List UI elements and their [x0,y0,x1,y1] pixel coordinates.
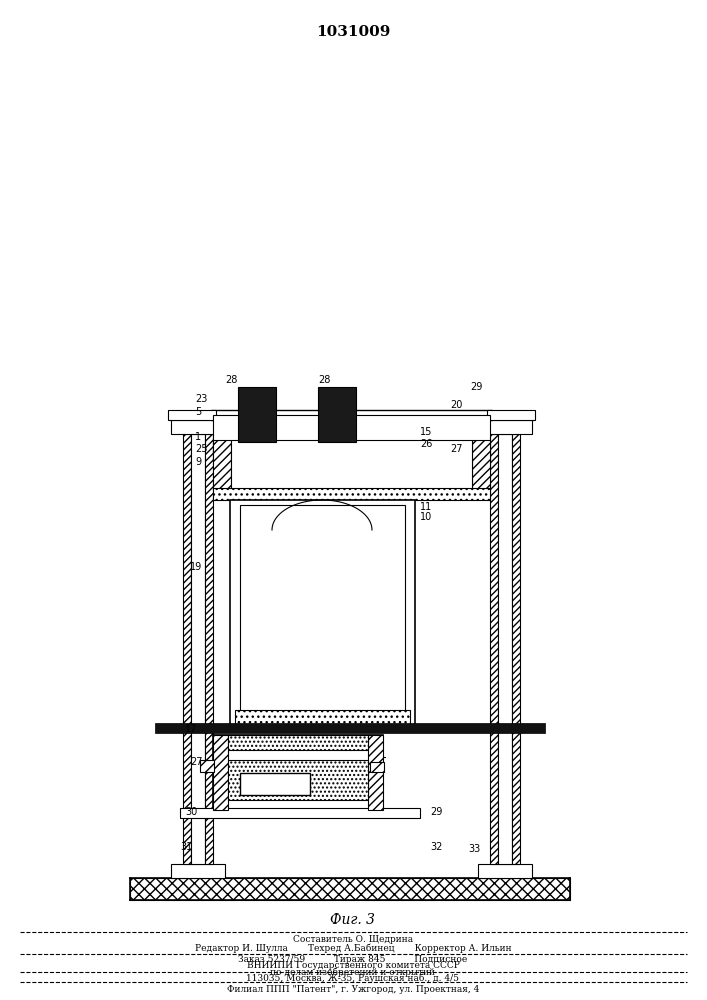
Text: Редактор И. Шулла       Техред А.Бабинец       Корректор А. Ильин: Редактор И. Шулла Техред А.Бабинец Корре… [194,943,511,953]
Text: Заказ 5237/59          Тираж 845          Подписное: Заказ 5237/59 Тираж 845 Подписное [238,956,467,964]
Bar [213,735,228,810]
Bar [228,735,368,750]
Bar [318,387,356,442]
Text: 9: 9 [195,457,201,467]
Bar [240,773,310,795]
Text: 5: 5 [195,407,201,417]
Text: 29: 29 [470,382,482,392]
Bar [168,410,216,420]
Text: H₁: H₁ [325,550,336,560]
Bar [171,864,225,878]
Text: Филиал ППП "Патент", г. Ужгород, ул. Проектная, 4: Филиал ППП "Патент", г. Ужгород, ул. Про… [227,984,479,994]
Text: 25: 25 [195,444,207,454]
Bar [213,415,490,460]
Bar [213,488,490,500]
Bar [478,420,532,434]
Text: 113035, Москва, Ж-35, Раушская наб., д. 4/5: 113035, Москва, Ж-35, Раушская наб., д. … [247,973,460,983]
Text: 27: 27 [450,444,462,454]
Bar [130,878,570,900]
Text: 32: 32 [430,842,443,852]
Text: 26: 26 [420,439,433,449]
Text: 27: 27 [190,757,202,767]
Bar [211,410,492,420]
Text: ВНИИПИ Государственного комитета СССР: ВНИИПИ Государственного комитета СССР [247,962,460,970]
Text: 30: 30 [185,807,197,817]
Bar [487,410,535,420]
Text: H₁: H₁ [289,550,300,560]
Text: 15: 15 [420,427,433,437]
Text: 33: 33 [468,844,480,854]
Text: 17: 17 [185,724,197,734]
Text: M₁: M₁ [249,565,261,575]
Text: 28: 28 [318,375,330,385]
Bar [512,434,520,864]
Text: 1031009: 1031009 [316,25,390,39]
Bar [183,434,191,864]
Bar [205,434,213,864]
Bar [155,723,545,733]
Text: 20: 20 [450,400,462,410]
Text: 28: 28 [225,375,238,385]
Text: 31: 31 [180,842,192,852]
Bar [240,505,405,720]
Bar [213,440,231,490]
Text: по делам изобретений и открытий: по делам изобретений и открытий [271,967,436,977]
Bar [213,735,383,810]
Bar [478,864,532,878]
Bar [171,420,225,434]
Text: Составитель О. Щедрина: Составитель О. Щедрина [293,936,413,944]
Text: 10: 10 [420,512,432,522]
Text: 11: 11 [420,502,432,512]
Bar [238,387,276,442]
Bar [368,735,383,810]
Text: 19: 19 [190,562,202,572]
Text: Фиг. 3: Фиг. 3 [330,913,375,927]
Text: 23: 23 [195,394,207,404]
Bar [228,760,368,800]
Bar [370,762,384,772]
Bar [191,434,205,864]
Bar [498,434,512,864]
Bar [200,760,214,772]
Text: 29: 29 [430,807,443,817]
Bar [180,808,420,818]
Bar [230,500,415,725]
Text: 1: 1 [195,432,201,442]
Bar [472,440,490,490]
Bar [235,710,410,725]
Bar [490,434,498,864]
Bar [231,440,472,490]
